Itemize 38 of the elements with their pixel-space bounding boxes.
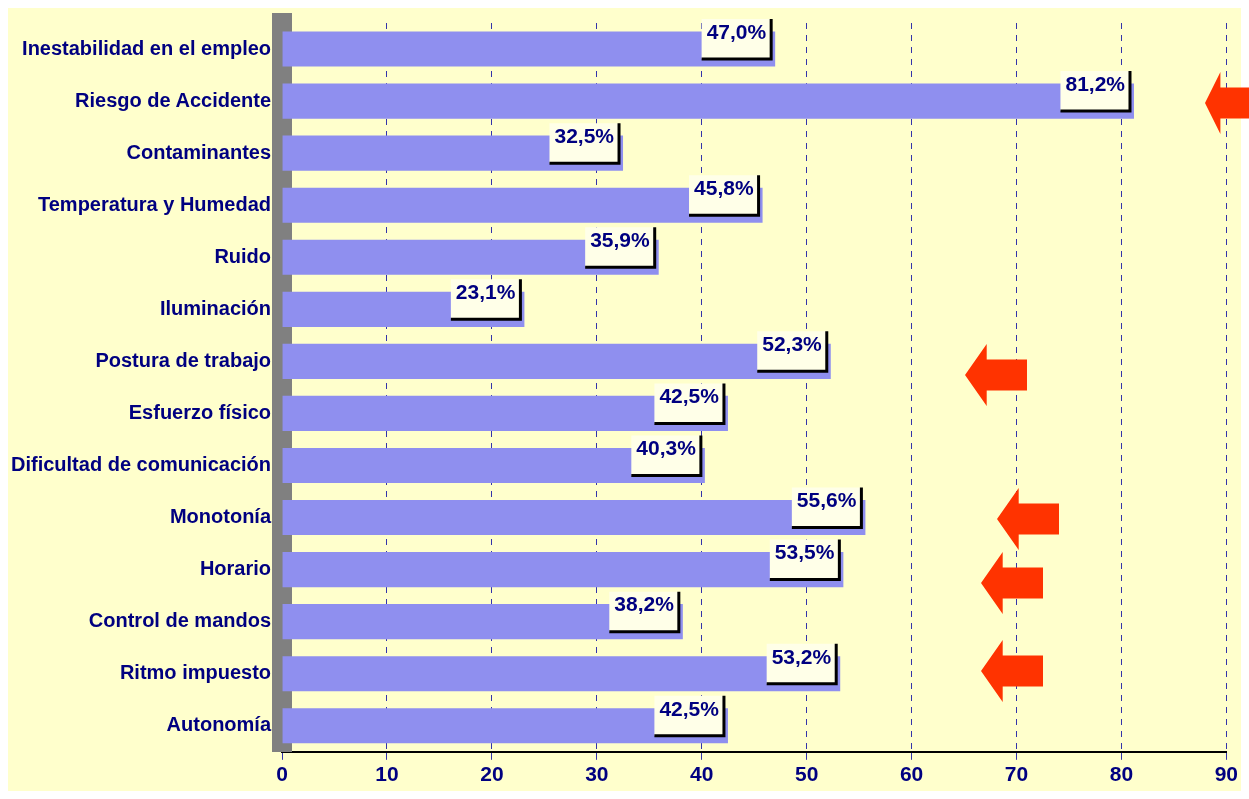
y-tick-label: Inestabilidad en el empleo bbox=[22, 36, 272, 59]
y-tick-label: Control de mandos bbox=[88, 609, 272, 632]
x-tick-label: 60 bbox=[899, 762, 924, 786]
data-label: 45,8% bbox=[694, 176, 754, 199]
x-tick-label: 20 bbox=[480, 762, 504, 786]
y-tick-label: Riesgo de Accidente bbox=[75, 88, 272, 111]
y-tick-label: Horario bbox=[199, 557, 272, 580]
x-tick-label: 30 bbox=[585, 762, 609, 786]
x-tick-label: 40 bbox=[690, 762, 714, 786]
x-tick-label: 0 bbox=[276, 762, 288, 786]
y-tick-label: Monotonía bbox=[169, 505, 272, 528]
data-label: 42,5% bbox=[659, 384, 720, 408]
data-label: 53,5% bbox=[774, 540, 835, 564]
data-label: 38,2% bbox=[614, 592, 675, 616]
data-label: 55,6% bbox=[796, 488, 857, 512]
data-label: 47,0% bbox=[706, 19, 767, 43]
y-tick-label: Iluminación bbox=[159, 296, 272, 319]
data-label: 42,5% bbox=[659, 696, 720, 720]
data-label: 23,1% bbox=[455, 280, 516, 304]
y-tick-label: Postura de trabajo bbox=[95, 348, 272, 371]
data-label: 32,5% bbox=[554, 123, 615, 147]
data-label: 53,2% bbox=[771, 644, 832, 668]
x-tick-label: 10 bbox=[375, 762, 399, 786]
y-tick-label: Contaminantes bbox=[126, 140, 272, 163]
y-tick-label: Temperatura y Humedad bbox=[38, 192, 272, 215]
data-label: 52,3% bbox=[762, 332, 823, 356]
x-tick-label: 90 bbox=[1214, 762, 1238, 786]
data-label: 81,2% bbox=[1065, 71, 1126, 95]
y-tick-label: Ritmo impuesto bbox=[119, 661, 272, 684]
y-tick-label: Esfuerzo físico bbox=[128, 400, 272, 423]
x-tick-label: 80 bbox=[1109, 762, 1134, 786]
y-tick-label: Dificultad de comunicación bbox=[10, 453, 272, 475]
x-tick-label: 50 bbox=[794, 762, 819, 786]
data-label: 40,3% bbox=[636, 436, 697, 460]
y-tick-label: Autonomía bbox=[166, 713, 272, 736]
data-label: 35,9% bbox=[590, 228, 651, 252]
x-tick-label: 70 bbox=[1004, 762, 1029, 786]
y-tick-label: Ruido bbox=[214, 244, 272, 267]
